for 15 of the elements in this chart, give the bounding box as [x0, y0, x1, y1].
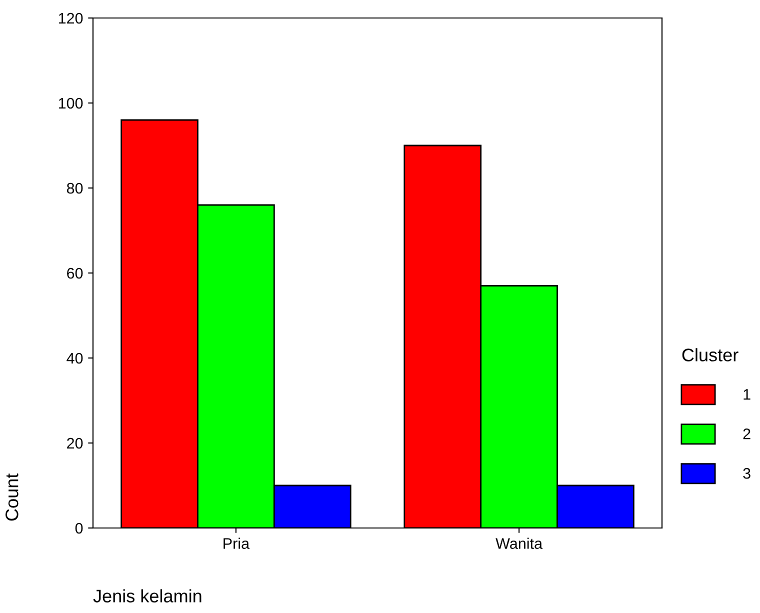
y-tick-label: 40 [66, 352, 83, 364]
legend-label: 1 [744, 389, 750, 400]
legend-title: Cluster [682, 348, 738, 362]
y-tick-label: 120 [58, 12, 83, 24]
y-tick-label: 20 [67, 438, 83, 449]
y-tick-label: 0 [75, 522, 83, 534]
y-tick-label: 60 [67, 268, 83, 279]
x-tick-label: Wanita [496, 538, 543, 549]
x-tick-label: Pria [224, 538, 250, 549]
y-tick-label: 100 [58, 98, 83, 109]
legend-label: 3 [743, 468, 750, 479]
legend-label: 2 [743, 428, 750, 440]
x-axis-title: Jenis kelamin [93, 589, 202, 602]
y-axis-title: Count [6, 473, 18, 521]
y-tick-label: 80 [66, 182, 83, 194]
